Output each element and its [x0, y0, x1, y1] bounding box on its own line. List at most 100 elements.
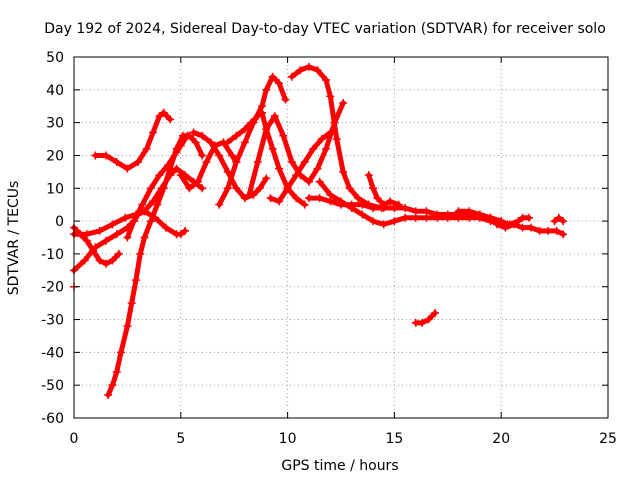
data-point-marker — [544, 226, 553, 235]
data-point-marker — [108, 256, 117, 265]
data-point-marker — [121, 213, 130, 222]
data-point-marker — [185, 184, 194, 193]
y-tick-label: -10 — [41, 247, 64, 263]
data-point-marker — [339, 167, 348, 176]
y-tick-label: -30 — [41, 313, 64, 329]
data-point-marker — [202, 158, 211, 167]
data-point-marker — [228, 151, 237, 160]
data-point-marker — [266, 194, 275, 203]
data-point-marker — [486, 213, 495, 222]
data-point-marker — [253, 158, 262, 167]
data-point-marker — [443, 213, 452, 222]
data-point-marker — [262, 125, 271, 134]
data-point-marker — [358, 200, 367, 209]
data-point-marker — [262, 85, 271, 94]
data-point-marker — [279, 131, 288, 140]
data-point-marker — [309, 144, 318, 153]
data-point-marker — [465, 207, 474, 216]
data-point-marker — [116, 348, 125, 357]
data-point-marker — [163, 161, 172, 170]
data-point-marker — [313, 164, 322, 173]
data-point-marker — [82, 230, 91, 239]
x-axis-label: GPS time / hours — [281, 458, 398, 474]
series-trace — [289, 64, 397, 211]
data-point-marker — [102, 236, 111, 245]
data-point-marker — [114, 249, 123, 258]
y-tick-label: 20 — [46, 148, 64, 164]
data-point-marker — [379, 200, 388, 209]
series-track-16 — [364, 171, 403, 209]
data-point-marker — [95, 226, 104, 235]
series-track-19 — [505, 213, 533, 229]
series-track-4 — [104, 131, 207, 400]
data-point-marker — [268, 144, 277, 153]
data-point-marker — [433, 213, 442, 222]
data-point-marker — [304, 194, 313, 203]
data-point-marker — [275, 164, 284, 173]
data-point-marker — [559, 217, 568, 226]
data-point-marker — [91, 151, 100, 160]
data-point-marker — [102, 151, 111, 160]
data-point-marker — [524, 213, 533, 222]
data-point-marker — [501, 223, 510, 232]
data-point-marker — [112, 158, 121, 167]
series-trace — [413, 310, 438, 326]
data-point-marker — [91, 243, 100, 252]
data-point-marker — [364, 171, 373, 180]
series-track-13 — [266, 128, 335, 206]
series-track-21 — [411, 308, 439, 327]
x-tick-label: 20 — [492, 431, 510, 447]
data-point-marker — [159, 184, 168, 193]
y-tick-label: 30 — [46, 116, 64, 132]
data-point-marker — [379, 220, 388, 229]
data-point-marker — [559, 230, 568, 239]
data-point-marker — [172, 148, 181, 157]
data-point-marker — [424, 315, 433, 324]
data-point-marker — [153, 200, 162, 209]
data-point-marker — [146, 184, 155, 193]
data-point-marker — [390, 217, 399, 226]
data-point-marker — [112, 368, 121, 377]
series-track-6 — [123, 131, 192, 242]
data-point-marker — [369, 217, 378, 226]
data-point-marker — [411, 213, 420, 222]
data-point-marker — [240, 194, 249, 203]
y-axis-label: SDTVAR / TECUs — [6, 181, 22, 296]
data-point-marker — [281, 95, 290, 104]
data-point-marker — [275, 197, 284, 206]
data-point-marker — [332, 135, 341, 144]
data-point-marker — [257, 108, 266, 117]
data-point-marker — [492, 220, 501, 229]
data-point-marker — [102, 259, 111, 268]
data-point-marker — [155, 171, 164, 180]
data-point-marker — [155, 112, 164, 121]
data-point-marker — [292, 194, 301, 203]
data-point-marker — [554, 213, 563, 222]
data-point-marker — [296, 66, 305, 75]
data-point-marker — [198, 131, 207, 140]
data-point-marker — [183, 131, 192, 140]
data-point-marker — [505, 220, 514, 229]
data-point-marker — [369, 203, 378, 212]
series-trace — [246, 100, 346, 198]
data-point-marker — [268, 72, 277, 81]
data-point-marker — [422, 213, 431, 222]
x-tick-label: 0 — [70, 431, 79, 447]
data-point-marker — [123, 322, 132, 331]
x-tick-label: 15 — [385, 431, 403, 447]
data-point-marker — [140, 207, 149, 216]
series-track-11 — [245, 98, 348, 199]
data-point-marker — [232, 184, 241, 193]
data-point-marker — [176, 141, 185, 150]
data-point-marker — [247, 118, 256, 127]
data-point-marker — [317, 135, 326, 144]
data-point-marker — [283, 184, 292, 193]
x-tick-label: 25 — [599, 431, 617, 447]
series-track-18 — [492, 220, 568, 239]
data-point-marker — [176, 230, 185, 239]
data-point-marker — [223, 167, 232, 176]
data-point-marker — [134, 158, 143, 167]
data-point-marker — [215, 151, 224, 160]
series-trace — [71, 166, 205, 237]
